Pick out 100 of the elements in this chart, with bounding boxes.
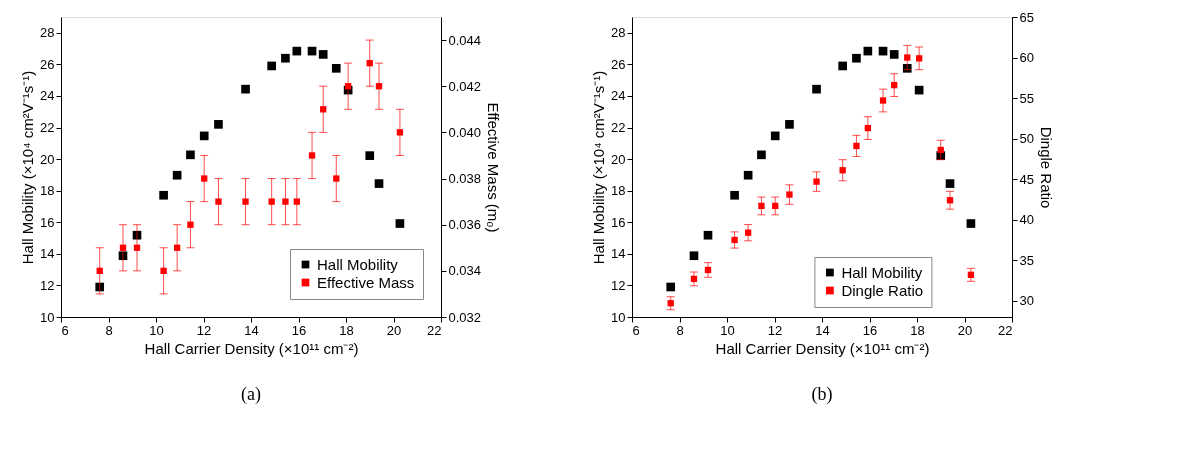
point bbox=[852, 53, 861, 63]
y2-tick-label: 40 bbox=[1019, 212, 1034, 228]
legend-label: Effective Mass bbox=[317, 273, 415, 291]
y-tick-label: 12 bbox=[40, 277, 55, 293]
point bbox=[331, 63, 341, 73]
text: (a) bbox=[241, 384, 261, 405]
point bbox=[267, 61, 276, 71]
y-tick-label: 10 bbox=[611, 309, 626, 325]
y-tick-label: 20 bbox=[40, 151, 55, 167]
text: (b) bbox=[811, 384, 833, 405]
x-tick-label: 12 bbox=[196, 322, 212, 338]
y-tick-label: 26 bbox=[40, 56, 55, 72]
point bbox=[214, 120, 223, 129]
x-tick-label: 14 bbox=[244, 322, 259, 338]
point bbox=[758, 202, 765, 210]
y-tick-label: 16 bbox=[611, 214, 626, 230]
x-tick-label: 22 bbox=[998, 322, 1013, 338]
y2-tick-label: 65 bbox=[1019, 9, 1034, 25]
point bbox=[172, 170, 182, 180]
point bbox=[186, 150, 195, 160]
point bbox=[786, 191, 793, 198]
y-tick-label: 20 bbox=[611, 151, 626, 167]
x-tick-label: 10 bbox=[720, 322, 735, 338]
x-tick-label: 6 bbox=[61, 322, 69, 338]
point bbox=[945, 179, 955, 188]
y2-tick-label: 50 bbox=[1019, 131, 1034, 147]
legend-label: Hall Mobility bbox=[317, 255, 399, 273]
point bbox=[730, 190, 739, 200]
y2-tick-label: 0.042 bbox=[448, 78, 482, 94]
point bbox=[318, 50, 328, 59]
legend-label: Dingle Ratio bbox=[841, 281, 924, 299]
y-tick-label: 18 bbox=[611, 183, 626, 199]
point bbox=[241, 84, 250, 94]
x-tick-label: 12 bbox=[767, 322, 783, 338]
y-tick-label: 22 bbox=[40, 120, 55, 136]
point bbox=[966, 219, 976, 228]
y-tick-label: 28 bbox=[40, 25, 55, 41]
x-tick-label: 20 bbox=[957, 322, 973, 338]
y-tick-label: 24 bbox=[40, 88, 55, 104]
point bbox=[703, 230, 713, 240]
point bbox=[365, 151, 375, 160]
point bbox=[757, 150, 766, 160]
y-tick-label: 26 bbox=[611, 56, 626, 72]
x-tick-label: 18 bbox=[339, 322, 354, 338]
point bbox=[689, 251, 699, 261]
point bbox=[770, 131, 780, 141]
y-tick-label: 24 bbox=[611, 88, 626, 104]
y2-tick-label: 0.040 bbox=[448, 124, 482, 140]
x-axis-title: Hall Carrier Density (×10¹¹ cm⁻²) bbox=[144, 339, 359, 357]
y-tick-label: 14 bbox=[611, 246, 626, 262]
point bbox=[889, 50, 899, 59]
y-tick-label: 10 bbox=[40, 309, 55, 325]
x-tick-label: 8 bbox=[105, 322, 113, 338]
point bbox=[838, 61, 847, 71]
y2-tick-label: 45 bbox=[1019, 171, 1034, 187]
point bbox=[785, 120, 794, 129]
point bbox=[813, 178, 820, 185]
y2-tick-label: 0.038 bbox=[448, 171, 482, 187]
x-tick-label: 16 bbox=[862, 322, 878, 338]
y-axis-title: Hall Mobility (×10⁴ cm²V⁻¹s⁻¹) bbox=[19, 70, 37, 265]
y2-tick-label: 0.032 bbox=[448, 309, 482, 325]
point bbox=[242, 198, 249, 205]
y2-tick-label: 55 bbox=[1019, 90, 1034, 106]
y-tick-label: 12 bbox=[611, 277, 626, 293]
x-tick-label: 16 bbox=[291, 322, 307, 338]
point bbox=[812, 84, 821, 94]
legend-label: Hall Mobility bbox=[841, 263, 923, 281]
point bbox=[159, 190, 168, 200]
x-tick-label: 22 bbox=[427, 322, 442, 338]
point bbox=[731, 236, 738, 244]
point bbox=[160, 267, 167, 275]
x-tick-label: 8 bbox=[676, 322, 684, 338]
x-tick-label: 14 bbox=[815, 322, 830, 338]
y2-tick-label: 0.044 bbox=[448, 32, 482, 48]
y2-tick-label: 0.034 bbox=[448, 263, 482, 279]
x-tick-label: 6 bbox=[632, 322, 640, 338]
point bbox=[374, 179, 384, 188]
point bbox=[187, 221, 194, 228]
point bbox=[199, 131, 209, 141]
y-tick-label: 16 bbox=[40, 214, 55, 230]
y-axis-title: Hall Mobility (×10⁴ cm²V⁻¹s⁻¹) bbox=[590, 70, 608, 265]
point bbox=[853, 142, 860, 150]
y2-tick-label: 35 bbox=[1019, 252, 1034, 268]
y2-tick-label: 0.036 bbox=[448, 217, 482, 233]
point bbox=[666, 282, 676, 292]
x-axis-title: Hall Carrier Density (×10¹¹ cm⁻²) bbox=[715, 339, 930, 357]
y2-tick-label: 30 bbox=[1019, 293, 1034, 309]
y-tick-label: 14 bbox=[40, 246, 55, 262]
y2-tick-label: 60 bbox=[1019, 50, 1034, 66]
y-tick-label: 18 bbox=[40, 183, 55, 199]
point bbox=[743, 170, 753, 180]
x-tick-label: 20 bbox=[386, 322, 402, 338]
x-tick-label: 18 bbox=[910, 322, 925, 338]
point bbox=[215, 198, 222, 205]
x-tick-label: 10 bbox=[149, 322, 164, 338]
y2-axis-title: Effective Mass (m₀) bbox=[485, 102, 503, 233]
y2-axis-title: Dingle Ratio bbox=[1037, 126, 1055, 209]
point bbox=[282, 198, 289, 205]
y-tick-label: 28 bbox=[611, 25, 626, 41]
point bbox=[281, 53, 290, 63]
